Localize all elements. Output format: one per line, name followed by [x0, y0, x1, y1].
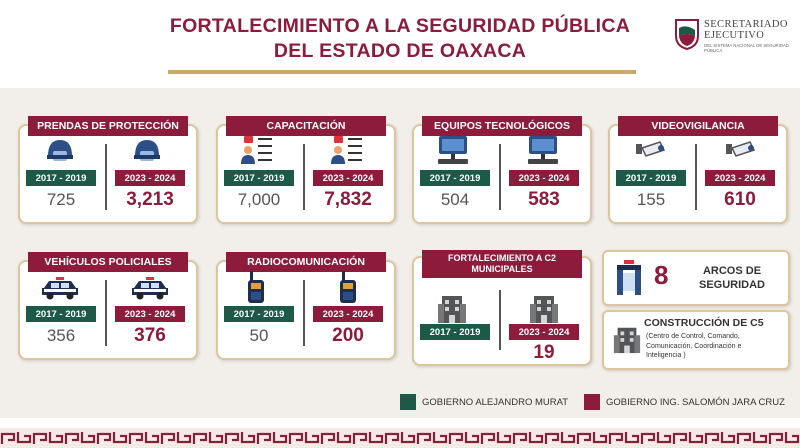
value-old: 7,000 — [237, 190, 281, 209]
period-old-tag: 2017 - 2019 — [616, 170, 686, 186]
building-icon — [613, 327, 641, 354]
card-equipos: EQUIPOS TECNOLÓGICOS 2017 - 2019 2023 - … — [412, 116, 592, 224]
c5-desc-line-3: Inteligencia ) — [646, 352, 686, 359]
period-old-tag: 2017 - 2019 — [420, 324, 490, 340]
c5-title: CONSTRUCCIÓN DE C5 — [644, 317, 764, 329]
card-title: VEHÍCULOS POLICIALES — [28, 252, 188, 272]
building-icon — [438, 296, 466, 323]
police-helmet-icon — [47, 140, 73, 161]
period-new-tag: 2023 - 2024 — [705, 170, 775, 186]
period-new-tag: 2023 - 2024 — [509, 324, 579, 340]
period-new-tag: 2023 - 2024 — [115, 170, 185, 186]
radio-icon — [340, 271, 356, 303]
cctv-camera-icon — [726, 141, 756, 157]
title-line-1: FORTALECIMIENTO A LA SEGURIDAD PÚBLICA — [169, 15, 631, 37]
card-divider — [105, 280, 107, 346]
training-checklist-icon — [331, 136, 362, 164]
radio-icon — [248, 271, 264, 303]
period-new-tag: 2023 - 2024 — [313, 306, 383, 322]
arcos-label: ARCOS DE SEGURIDAD — [686, 264, 778, 292]
card-prendas: PRENDAS DE PROTECCIÓN 2017 - 2019 2023 -… — [18, 116, 198, 224]
value-new: 7,832 — [324, 189, 372, 210]
card-capacitacion: CAPACITACIÓN 2017 - 2019 2023 - 2024 7,0… — [216, 116, 396, 224]
logo-text-2: EJECUTIVO — [704, 30, 765, 41]
value-new: 200 — [332, 325, 364, 346]
card-construccion-c5: CONSTRUCCIÓN DE C5 (Centro de Control, C… — [602, 310, 790, 370]
value-old: 50 — [249, 326, 269, 345]
card-divider — [499, 290, 501, 350]
period-old-tag: 2017 - 2019 — [224, 170, 294, 186]
computer-icon — [438, 136, 468, 164]
legend-green-label: GOBIERNO ALEJANDRO MURAT — [422, 397, 569, 408]
value-old: 725 — [46, 190, 76, 209]
value-new: 376 — [134, 325, 166, 346]
period-old-tag: 2017 - 2019 — [26, 306, 96, 322]
period-old-tag: 2017 - 2019 — [420, 170, 490, 186]
shield-icon — [675, 19, 699, 50]
period-new-tag: 2023 - 2024 — [509, 170, 579, 186]
legend-red-swatch — [584, 394, 600, 410]
logo-text-3: DEL SISTEMA NACIONAL DE SEGURIDAD PÚBLIC… — [704, 43, 789, 53]
page-title: FORTALECIMIENTO A LA SEGURIDAD PÚBLICA D… — [130, 14, 670, 64]
period-new-tag: 2023 - 2024 — [313, 170, 383, 186]
card-title-line-1: FORTALECIMIENTO A C2 — [448, 253, 556, 263]
logo-text-1: SECRETARIADO — [704, 19, 788, 30]
value-new: 583 — [528, 189, 560, 210]
card-divider — [695, 144, 697, 210]
police-car-icon — [42, 277, 78, 300]
card-title: EQUIPOS TECNOLÓGICOS — [422, 116, 582, 136]
legend-green-swatch — [400, 394, 416, 410]
arcos-count: 8 — [654, 260, 669, 290]
card-vehiculos: VEHÍCULOS POLICIALES 2017 - 2019 2023 - … — [18, 252, 198, 360]
card-divider — [499, 144, 501, 210]
legend-red-label: GOBIERNO ING. SALOMÓN JARA CRUZ — [606, 397, 785, 408]
card-title: VIDEOVIGILANCIA — [618, 116, 778, 136]
police-helmet-icon — [134, 140, 160, 161]
period-old-tag: 2017 - 2019 — [224, 306, 294, 322]
title-underline — [168, 70, 636, 74]
value-old: 155 — [636, 190, 666, 209]
cctv-camera-icon — [636, 141, 666, 157]
period-new-tag: 2023 - 2024 — [115, 306, 185, 322]
c5-desc-line-2: Comunicación, Coordinación e — [646, 342, 742, 350]
value-new: 19 — [533, 342, 555, 363]
card-title-line-2: MUNICIPALES — [471, 264, 533, 274]
card-divider — [105, 144, 107, 210]
card-title: PRENDAS DE PROTECCIÓN — [28, 116, 188, 136]
building-icon — [530, 296, 558, 323]
arcos-label-line-2: SEGURIDAD — [698, 279, 765, 291]
c5-description: (Centro de Control, Comando, Comunicació… — [646, 332, 784, 361]
secretariado-logo: SECRETARIADO EJECUTIVO DEL SISTEMA NACIO… — [674, 16, 792, 60]
security-arch-icon — [617, 260, 641, 295]
police-car-icon — [132, 277, 168, 300]
card-title: RADIOCOMUNICACIÓN — [226, 252, 386, 272]
training-checklist-icon — [241, 136, 272, 164]
card-arcos-seguridad: 8 ARCOS DE SEGURIDAD — [602, 250, 790, 306]
card-title: CAPACITACIÓN — [226, 116, 386, 136]
card-divider — [303, 144, 305, 210]
value-old: 356 — [46, 326, 76, 345]
arcos-label-line-1: ARCOS DE — [702, 265, 762, 277]
card-fortalecimiento-c2: FORTALECIMIENTO A C2 MUNICIPALES 2017 - … — [412, 250, 592, 366]
period-old-tag: 2017 - 2019 — [26, 170, 96, 186]
card-radiocomunicacion: RADIOCOMUNICACIÓN 2017 - 2019 2023 - 202… — [216, 252, 396, 360]
computer-icon — [528, 136, 558, 164]
c5-desc-line-1: (Centro de Control, Comando, — [646, 333, 740, 340]
decorative-footer-band — [0, 428, 800, 448]
card-videovigilancia: VIDEOVIGILANCIA 2017 - 2019 2023 - 2024 … — [608, 116, 788, 224]
card-divider — [303, 280, 305, 346]
title-line-2: DEL ESTADO DE OAXACA — [273, 40, 527, 62]
value-old: 504 — [440, 190, 470, 209]
value-new: 3,213 — [126, 189, 174, 210]
value-new: 610 — [724, 189, 756, 210]
card-title: FORTALECIMIENTO A C2 MUNICIPALES — [422, 250, 582, 278]
